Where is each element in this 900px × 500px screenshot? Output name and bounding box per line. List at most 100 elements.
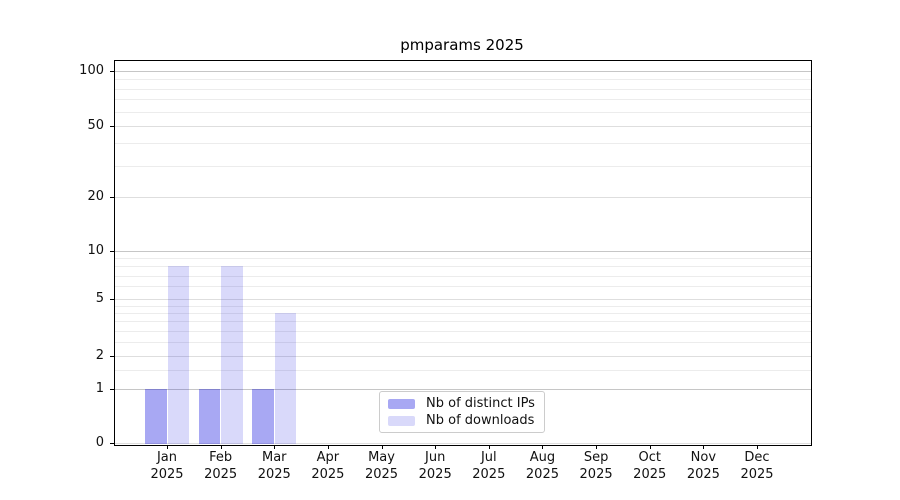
x-tick-label: Sep 2025 [561, 450, 631, 483]
legend-label: Nb of downloads [426, 413, 535, 428]
x-tick-year: 2025 [472, 466, 506, 482]
x-tick-year: 2025 [418, 466, 452, 482]
x-tick-year: 2025 [740, 466, 774, 482]
x-tick-label: Feb 2025 [186, 450, 256, 483]
x-tick-year: 2025 [150, 466, 184, 482]
x-tick-mark [596, 445, 598, 449]
x-tick-month: Nov [690, 450, 717, 465]
x-tick-year: 2025 [579, 466, 613, 482]
gridline-major [115, 443, 811, 444]
legend-label: Nb of distinct IPs [426, 396, 535, 411]
gridline-minor [115, 266, 811, 268]
gridline-minor [115, 99, 811, 101]
gridline-minor [115, 369, 811, 371]
gridline-minor [115, 321, 811, 323]
x-tick-month: Aug [529, 450, 556, 465]
x-tick-month: Jan [156, 450, 178, 465]
x-tick-month: Dec [744, 450, 770, 465]
bar-downloads [221, 266, 243, 444]
x-tick-label: Dec 2025 [722, 450, 792, 483]
y-tick-mark [110, 251, 114, 252]
gridline-minor [115, 330, 811, 332]
chart-title: pmparams 2025 [400, 36, 524, 54]
x-tick-label: Jan 2025 [132, 450, 202, 483]
x-tick-mark [703, 445, 705, 449]
x-tick-month: Feb [209, 450, 233, 465]
legend: Nb of distinct IPs Nb of downloads [379, 391, 545, 433]
gridline-minor [115, 275, 811, 277]
y-tick-mark [110, 126, 114, 127]
x-tick-label: Jun 2025 [400, 450, 470, 483]
x-tick-year: 2025 [257, 466, 291, 482]
x-tick-month: Mar [262, 450, 287, 465]
bar-downloads [274, 312, 297, 444]
y-tick-mark [110, 389, 114, 390]
x-tick-label: Mar 2025 [239, 450, 309, 483]
x-tick-month: Jul [480, 450, 497, 465]
y-tick-label: 1 [95, 381, 104, 396]
x-tick-month: Jun [425, 450, 446, 465]
gridline-minor [115, 79, 811, 81]
x-tick-label: Oct 2025 [615, 450, 685, 483]
bar-ips [198, 389, 221, 444]
x-tick-mark [274, 445, 276, 449]
gridline-minor [115, 312, 811, 314]
x-tick-mark [327, 445, 329, 449]
x-tick-label: May 2025 [347, 450, 417, 483]
x-tick-label: Aug 2025 [507, 450, 577, 483]
legend-item: Nb of downloads [388, 413, 536, 428]
x-tick-year: 2025 [525, 466, 559, 482]
y-tick-label: 50 [87, 118, 104, 133]
y-tick-label: 2 [95, 348, 104, 363]
y-tick-mark [110, 71, 114, 72]
y-tick-mark [110, 197, 114, 198]
x-tick-year: 2025 [311, 466, 345, 482]
gridline-minor [115, 286, 811, 288]
x-tick-mark [435, 445, 437, 449]
legend-item: Nb of distinct IPs [388, 396, 536, 411]
y-tick-label: 20 [87, 189, 104, 204]
y-tick-label: 10 [87, 243, 104, 258]
gridline-major [115, 356, 811, 357]
bar-ips [145, 389, 167, 444]
legend-swatch-ips [388, 398, 415, 409]
x-tick-label: Apr 2025 [293, 450, 363, 483]
x-tick-mark [488, 445, 490, 449]
x-tick-mark [381, 445, 383, 449]
gridline-major [115, 299, 811, 300]
y-tick-label: 0 [95, 435, 104, 450]
gridline-minor [115, 305, 811, 307]
gridline-major [115, 126, 811, 127]
x-tick-month: Oct [638, 450, 661, 465]
x-tick-mark [220, 445, 222, 449]
x-tick-year: 2025 [633, 466, 667, 482]
y-tick-label: 5 [95, 291, 104, 306]
x-tick-year: 2025 [204, 466, 238, 482]
bar-downloads [167, 266, 189, 444]
gridline-major [115, 251, 811, 252]
plot-area: Nb of distinct IPs Nb of downloads [114, 60, 812, 446]
gridline-minor [115, 111, 811, 113]
gridline-minor [115, 165, 811, 167]
x-tick-month: May [368, 450, 395, 465]
x-tick-label: Jul 2025 [454, 450, 524, 483]
gridline-major [115, 389, 811, 390]
gridline-major [115, 71, 811, 72]
gridline-minor [115, 143, 811, 145]
x-tick-year: 2025 [364, 466, 399, 482]
x-tick-label: Nov 2025 [668, 450, 738, 483]
x-tick-mark [167, 445, 168, 449]
x-tick-mark [649, 445, 651, 449]
x-tick-year: 2025 [686, 466, 720, 482]
legend-swatch-downloads [388, 415, 415, 426]
gridline-major [115, 197, 811, 198]
x-tick-month: Sep [583, 450, 609, 465]
y-tick-mark [110, 356, 114, 357]
x-tick-mark [542, 445, 544, 449]
y-tick-mark [110, 299, 114, 300]
x-tick-mark [757, 445, 758, 449]
bar-ips [252, 389, 274, 444]
x-tick-month: Apr [316, 450, 340, 465]
gridline-minor [115, 88, 811, 90]
